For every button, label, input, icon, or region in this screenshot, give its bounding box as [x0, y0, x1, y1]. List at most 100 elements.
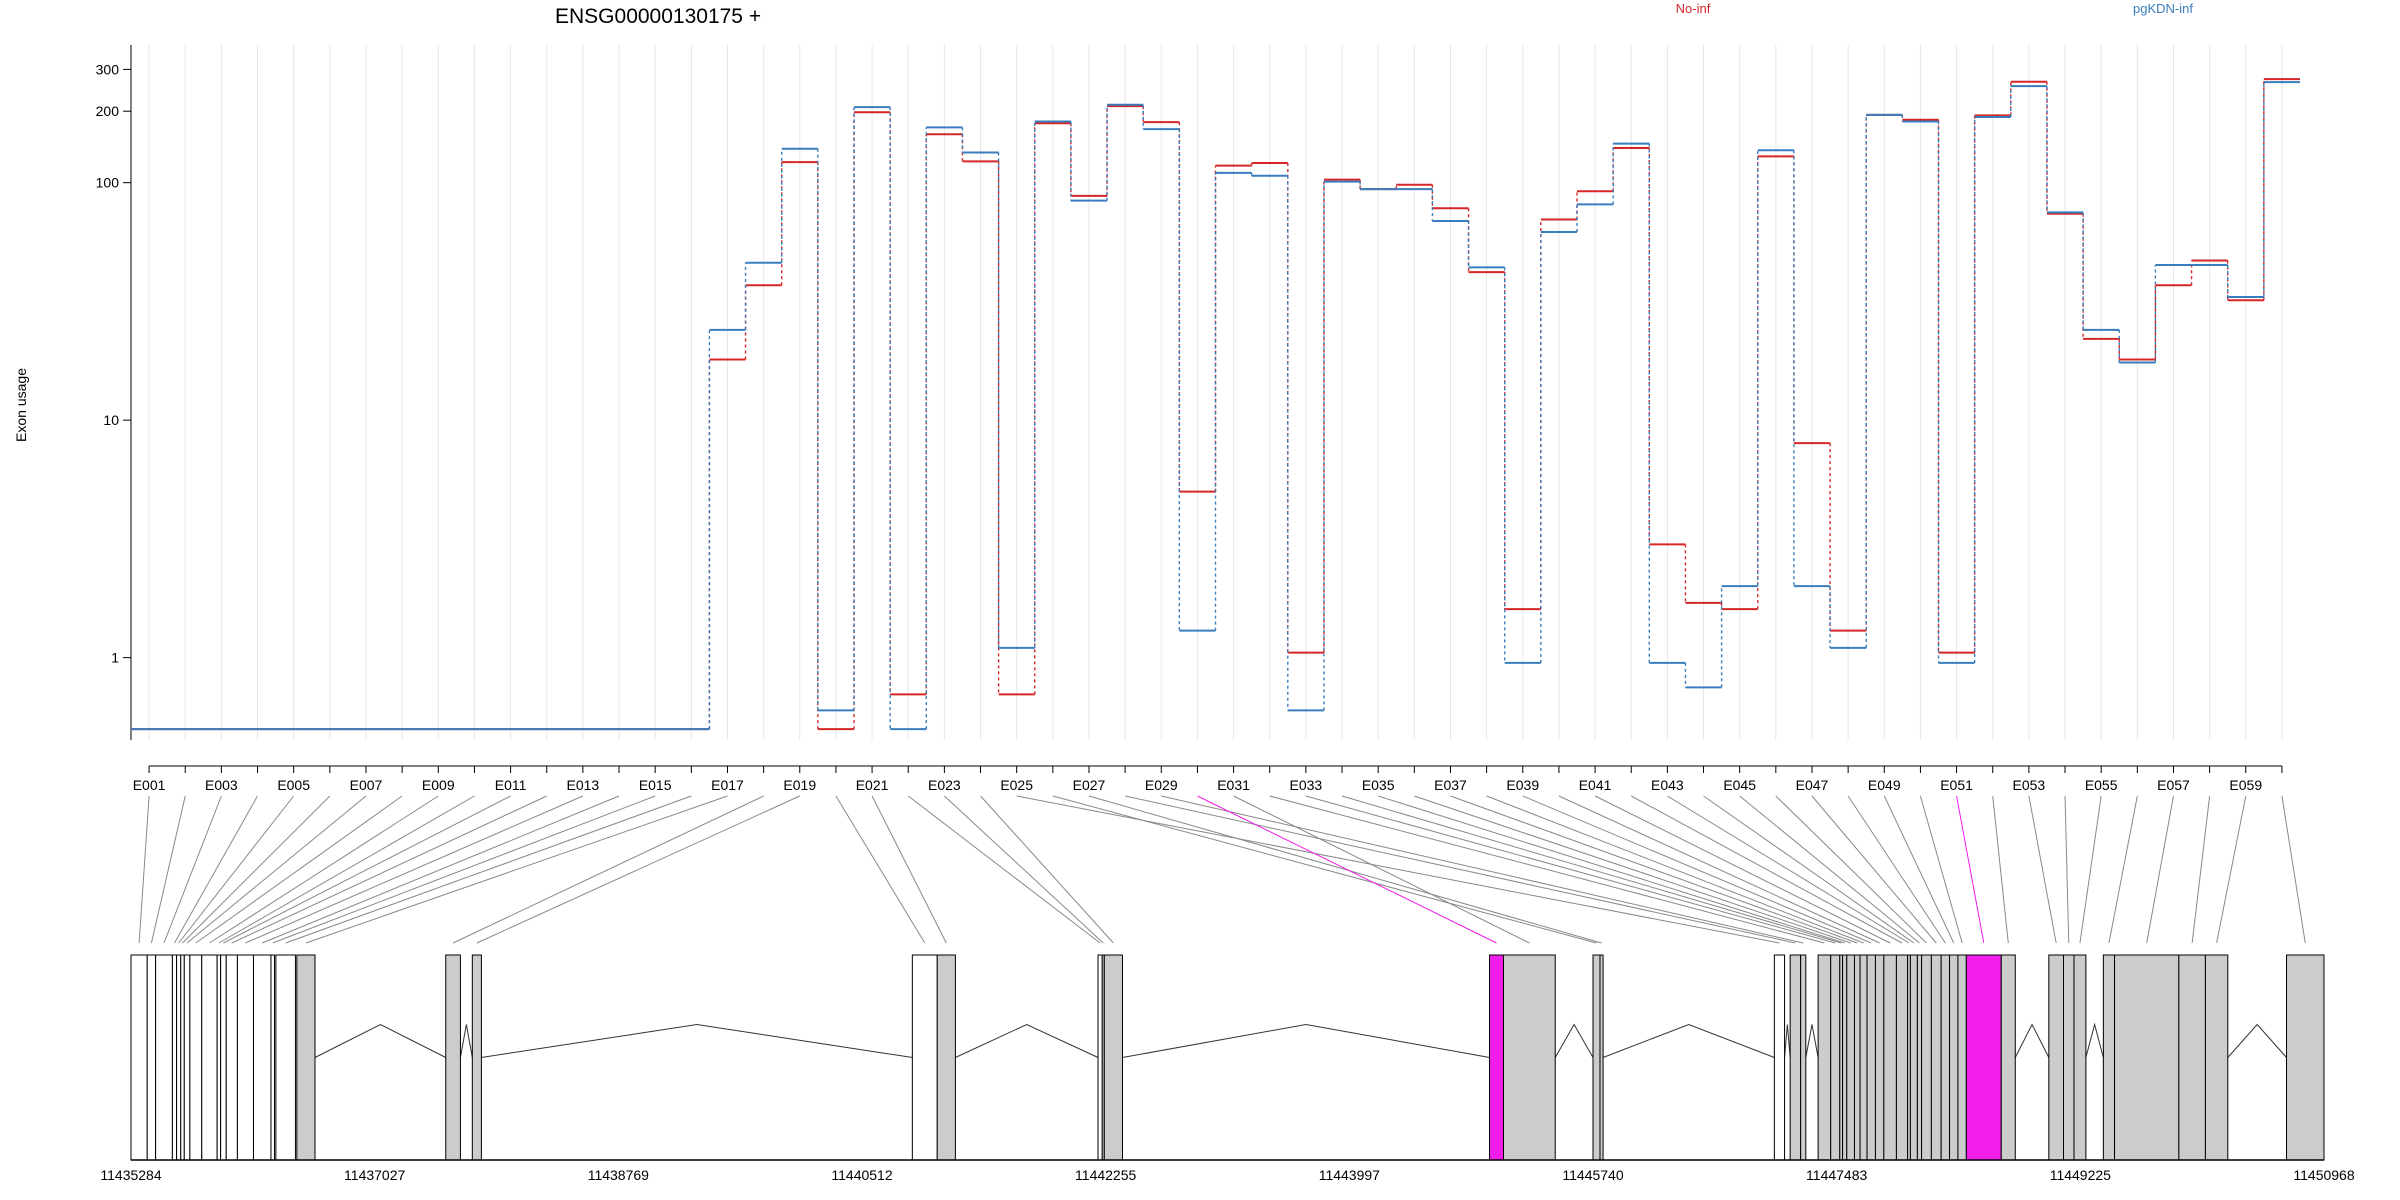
- x-tick-label: E019: [783, 777, 816, 793]
- connector-e038: [1486, 795, 1864, 944]
- connector-e004: [174, 795, 258, 944]
- exon-box-e015: [270, 954, 275, 1161]
- exon-box-e003: [155, 954, 173, 1161]
- exon-box-e024: [1103, 954, 1123, 1161]
- gene-model: 11435284 11437027 11438769 11440512 11442255…: [100, 954, 2355, 1183]
- exon-box-e058: [2178, 954, 2206, 1161]
- exon-box-e019: [471, 954, 482, 1161]
- x-tick-label: E007: [350, 777, 383, 793]
- x-tick-label: E051: [1940, 777, 1973, 793]
- intron-line: [2014, 1023, 2050, 1058]
- connector-e003: [163, 795, 222, 944]
- intron-line: [2085, 1022, 2104, 1058]
- connector-e023: [944, 795, 1104, 944]
- connector-e026: [1052, 795, 1597, 944]
- connector-e008: [195, 795, 403, 944]
- connector-e032: [1269, 795, 1825, 944]
- connector-e022: [907, 795, 1101, 944]
- connector-e060: [2281, 795, 2306, 944]
- y-tick-label: 1: [111, 650, 119, 666]
- coordinate-label: 11440512: [831, 1167, 892, 1183]
- coordinate-label: 11450968: [2293, 1167, 2354, 1183]
- intron-line: [459, 1024, 473, 1058]
- exon-box-e059: [2204, 954, 2229, 1161]
- exon-box-e021: [936, 954, 956, 1161]
- connector-e027: [1088, 795, 1602, 944]
- connector-e046: [1775, 795, 1927, 944]
- connector-e059: [2216, 795, 2247, 944]
- exon-box-e050: [1957, 954, 1967, 1161]
- exon-box-e009: [201, 954, 218, 1161]
- connector-e056: [2108, 795, 2138, 944]
- intron-line: [481, 1023, 913, 1058]
- series-lines: [131, 78, 2300, 731]
- exon-box-e031: [1503, 954, 1556, 1161]
- connector-e010: [218, 795, 475, 944]
- x-tick-label: E009: [422, 777, 455, 793]
- exon-box-e017: [296, 954, 316, 1161]
- exon-box-e004: [171, 954, 178, 1161]
- exon-box-e010: [216, 954, 222, 1161]
- connector-e025: [1016, 795, 1780, 944]
- coordinate-label: 11442255: [1075, 1167, 1136, 1183]
- exon-box-e002: [146, 954, 157, 1161]
- coordinate-label: 11447483: [1806, 1167, 1867, 1183]
- intron-line: [955, 1023, 1099, 1058]
- x-tick-label: E003: [205, 777, 238, 793]
- exon-box-e011: [220, 954, 227, 1161]
- exon-box-e054: [2063, 954, 2075, 1161]
- connector-e006: [182, 795, 331, 944]
- x-tick-label: E027: [1073, 777, 1106, 793]
- exon-box-e026: [1592, 954, 1601, 1161]
- x-tick-label: E045: [1723, 777, 1756, 793]
- connector-e012: [231, 795, 547, 944]
- exon-box-e042: [1895, 954, 1909, 1161]
- exon-box-e060: [2286, 954, 2325, 1161]
- connector-e009: [209, 795, 439, 944]
- connector-e021: [871, 795, 947, 944]
- exon-box-e016: [275, 954, 296, 1161]
- exon-box-e047: [1930, 954, 1942, 1161]
- connector-e057: [2146, 795, 2174, 944]
- x-tick-label: E049: [1868, 777, 1901, 793]
- intron-line: [1784, 1024, 1791, 1058]
- x-tick-label: E035: [1362, 777, 1395, 793]
- exon-box-e045: [1916, 954, 1923, 1161]
- connector-e019: [476, 795, 800, 944]
- exon-box-e036: [1846, 954, 1855, 1161]
- connector-e024: [980, 795, 1114, 944]
- x-tick-label: E023: [928, 777, 961, 793]
- x-tick-label: E017: [711, 777, 744, 793]
- connector-e020: [835, 795, 926, 944]
- exon-box-e005: [176, 954, 182, 1161]
- exon-box-e027: [1599, 954, 1604, 1161]
- connector-e014: [262, 795, 620, 944]
- x-tick-label: E047: [1796, 777, 1829, 793]
- connector-e048: [1847, 795, 1946, 944]
- intron-line: [1122, 1023, 1490, 1058]
- x-tick-label: E039: [1506, 777, 1539, 793]
- connector-e018: [452, 795, 764, 944]
- connector-e031: [1233, 795, 1530, 944]
- y-tick-label: 300: [96, 61, 120, 77]
- x-tick-label: E037: [1434, 777, 1467, 793]
- connector-e015: [272, 795, 656, 944]
- x-tick-label: E057: [2157, 777, 2190, 793]
- intron-line: [1554, 1023, 1594, 1058]
- exon-box-e035: [1842, 954, 1848, 1161]
- x-tick-label: E015: [639, 777, 672, 793]
- connector-e052: [1992, 795, 2009, 944]
- connector-e007: [186, 795, 367, 944]
- intron-line: [2227, 1023, 2287, 1058]
- coordinate-label: 11435284: [100, 1167, 161, 1183]
- connector-e030: [1197, 795, 1497, 944]
- exon-box-e020: [911, 954, 938, 1161]
- connector-e034: [1341, 795, 1842, 944]
- coordinate-label: 11438769: [588, 1167, 649, 1183]
- x-tick-label: E021: [856, 777, 889, 793]
- exon-box-e033: [1830, 954, 1841, 1161]
- x-tick-label: E055: [2085, 777, 2118, 793]
- intron-line: [1805, 1024, 1819, 1058]
- x-tick-label: E025: [1000, 777, 1033, 793]
- connector-e035: [1378, 795, 1845, 944]
